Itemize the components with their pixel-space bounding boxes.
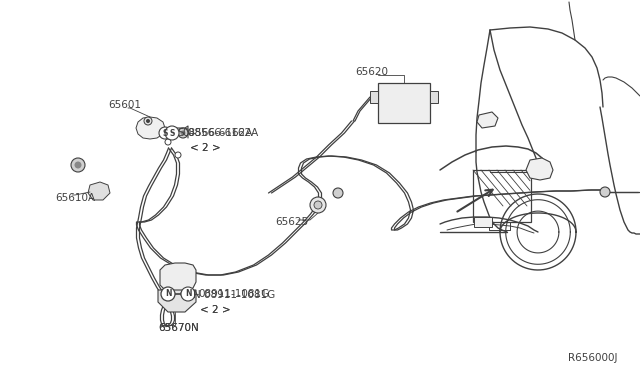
Text: 65610A: 65610A xyxy=(55,193,95,203)
Bar xyxy=(430,91,438,103)
Text: < 2 >: < 2 > xyxy=(200,305,230,315)
Circle shape xyxy=(146,119,150,123)
Text: 65620: 65620 xyxy=(355,67,388,77)
Text: N: N xyxy=(185,289,191,298)
Circle shape xyxy=(175,152,181,158)
Circle shape xyxy=(310,197,326,213)
Circle shape xyxy=(333,188,343,198)
Circle shape xyxy=(314,201,322,209)
Circle shape xyxy=(74,161,81,169)
Circle shape xyxy=(144,117,152,125)
Polygon shape xyxy=(158,290,196,312)
Polygon shape xyxy=(526,158,553,180)
Text: N 08911-1081G: N 08911-1081G xyxy=(193,290,275,300)
Text: 65670N: 65670N xyxy=(158,323,199,333)
Circle shape xyxy=(181,287,195,301)
Text: 65670N: 65670N xyxy=(158,323,199,333)
Text: 08911-1081G: 08911-1081G xyxy=(198,289,269,299)
Bar xyxy=(378,83,430,123)
Circle shape xyxy=(159,127,171,139)
Text: S: S xyxy=(163,128,168,138)
Text: 65625: 65625 xyxy=(275,217,308,227)
Polygon shape xyxy=(160,263,196,293)
Circle shape xyxy=(184,292,189,296)
Text: S: S xyxy=(170,128,175,138)
Circle shape xyxy=(165,126,179,140)
Text: S 08566-6162A: S 08566-6162A xyxy=(178,128,259,138)
Circle shape xyxy=(71,158,85,172)
Circle shape xyxy=(178,128,188,138)
Text: R656000J: R656000J xyxy=(568,353,618,363)
Bar xyxy=(474,217,492,227)
Circle shape xyxy=(600,187,610,197)
Text: N: N xyxy=(164,289,172,298)
Bar xyxy=(370,91,378,103)
Circle shape xyxy=(180,131,186,135)
Text: 08566-6162A: 08566-6162A xyxy=(182,128,252,138)
Text: 65601: 65601 xyxy=(108,100,141,110)
Circle shape xyxy=(161,287,175,301)
Text: < 2 >: < 2 > xyxy=(190,143,221,153)
Circle shape xyxy=(181,289,191,299)
Bar xyxy=(473,170,531,222)
Polygon shape xyxy=(136,117,165,139)
Polygon shape xyxy=(477,112,498,128)
Polygon shape xyxy=(88,182,110,200)
Circle shape xyxy=(165,139,171,145)
Text: < 2 >: < 2 > xyxy=(190,143,221,153)
Text: < 2 >: < 2 > xyxy=(200,305,230,315)
